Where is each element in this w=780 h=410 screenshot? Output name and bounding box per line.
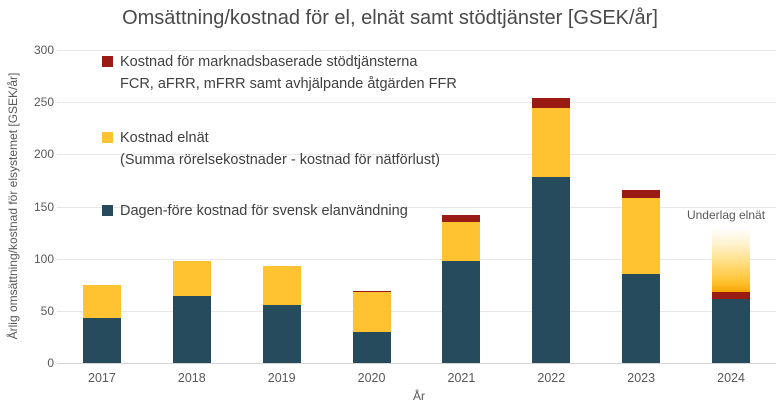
legend-label: Kostnad elnät (Summa rörelsekostnader - …	[120, 127, 440, 171]
y-tick-label-0: 0	[47, 356, 54, 370]
legend-swatch-teal	[102, 205, 113, 216]
x-tick-label-2022: 2022	[537, 371, 566, 385]
bar-segment-2021-dagen_fore	[442, 260, 481, 363]
x-tick-label-2023: 2023	[627, 371, 656, 385]
bar-segment-2024-dagen_fore	[712, 299, 751, 363]
bar-segment-2017-dagen_fore	[82, 318, 121, 363]
y-tick-label-200: 200	[33, 147, 54, 162]
bar-segment-2022-stodtjanster	[532, 97, 571, 109]
legend-label: Dagen-före kostnad för svensk elanvändni…	[120, 200, 408, 222]
x-tick-label-2018: 2018	[177, 371, 206, 385]
legend-line: (Summa rörelsekostnader - kostnad för nä…	[120, 152, 440, 168]
gridline-0	[57, 363, 776, 364]
gridline-300	[57, 50, 776, 51]
x-tick-label-2019: 2019	[267, 371, 296, 385]
legend-line: Dagen-före kostnad för svensk elanvändni…	[120, 203, 408, 219]
legend-item-stodtjanster: Kostnad för marknadsbaserade stödtjänste…	[102, 51, 457, 95]
bar-segment-2022-elnat	[532, 108, 571, 178]
legend-line: Kostnad elnät	[120, 130, 209, 146]
x-axis-title: År	[413, 389, 425, 403]
legend-label: Kostnad för marknadsbaserade stödtjänste…	[120, 51, 457, 95]
bar-segment-2020-stodtjanster	[352, 291, 391, 293]
x-tick-label-2020: 2020	[357, 371, 386, 385]
gridline-250	[57, 102, 776, 104]
y-tick-label-150: 150	[33, 199, 54, 214]
annotation-underlag-elnat: Underlag elnät	[686, 208, 766, 222]
bar-segment-2021-stodtjanster	[442, 214, 481, 223]
y-tick-label-100: 100	[33, 251, 54, 266]
x-tick-label-2017: 2017	[88, 371, 116, 385]
bar-segment-2017-elnat	[82, 284, 121, 319]
bar-segment-2024-elnat	[712, 228, 751, 293]
bar-segment-2023-stodtjanster	[622, 189, 661, 199]
legend-swatch-red	[102, 56, 113, 67]
bar-segment-2021-elnat	[442, 222, 481, 261]
bar-segment-2020-elnat	[352, 292, 391, 332]
bar-segment-2023-elnat	[622, 198, 661, 275]
gridline-50	[57, 310, 776, 312]
legend-item-elnat: Kostnad elnät (Summa rörelsekostnader - …	[102, 127, 440, 171]
x-tick-label-2021: 2021	[447, 371, 476, 385]
chart-title: Omsättning/kostnad för el, elnät samt st…	[122, 7, 658, 29]
bar-segment-2019-dagen_fore	[262, 304, 301, 363]
bar-segment-2023-dagen_fore	[622, 274, 661, 363]
legend-swatch-yellow	[102, 132, 113, 143]
legend-item-dagen-fore: Dagen-före kostnad för svensk elanvändni…	[102, 200, 408, 222]
bar-segment-2018-dagen_fore	[172, 296, 211, 363]
bar-segment-2020-dagen_fore	[352, 331, 391, 363]
gridline-100	[57, 258, 776, 260]
bar-segment-2019-elnat	[262, 265, 301, 305]
bar-segment-2024-stodtjanster	[712, 292, 751, 300]
gridline-150	[57, 206, 776, 208]
y-tick-label-50: 50	[40, 303, 54, 318]
legend-line: FCR, aFRR, mFRR samt avhjälpande åtgärde…	[120, 76, 457, 92]
bar-segment-2022-dagen_fore	[532, 177, 571, 363]
bar-segment-2018-elnat	[172, 260, 211, 297]
legend-line: Kostnad för marknadsbaserade stödtjänste…	[120, 54, 418, 70]
y-tick-label-250: 250	[33, 95, 54, 110]
gridline-200	[57, 154, 776, 156]
y-tick-label-300: 300	[33, 43, 54, 57]
x-tick-label-2024: 2024	[717, 371, 745, 385]
